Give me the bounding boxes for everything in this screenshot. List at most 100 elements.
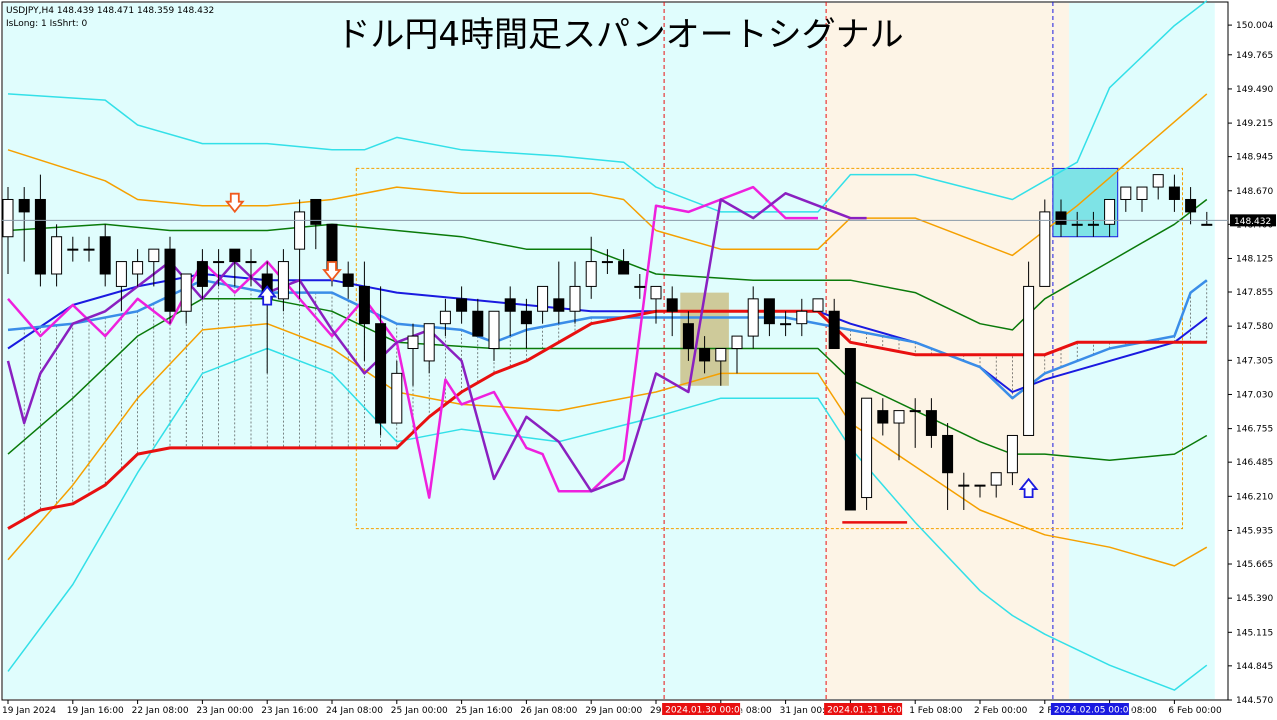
candle[interactable] [115,261,127,312]
time-tick-label: 24 Jan 08:00 [326,706,383,716]
candle[interactable] [358,261,370,361]
candle[interactable] [375,286,387,436]
candle[interactable] [51,224,63,287]
candle[interactable] [1087,211,1099,237]
candle[interactable] [83,236,95,262]
candle[interactable] [844,348,856,511]
candle[interactable] [34,174,46,287]
candle[interactable] [1104,198,1116,237]
series-osc_magenta [7,185,818,499]
candle[interactable] [245,249,257,287]
candle[interactable] [229,248,241,287]
candle-body [925,410,937,436]
candle[interactable] [148,248,160,287]
time-tick-label: 6 Feb 00:00 [1168,706,1222,716]
candle[interactable] [925,398,937,448]
candle[interactable] [763,298,775,337]
candle[interactable] [682,311,694,361]
candle[interactable] [731,335,743,374]
candle[interactable] [310,198,322,250]
candle[interactable] [1039,199,1051,287]
series-band_mid_lower [7,322,1208,567]
candle[interactable] [877,398,889,436]
candle[interactable] [196,249,208,299]
candle[interactable] [2,187,14,274]
candle[interactable] [18,187,30,262]
candle[interactable] [99,224,111,287]
candle[interactable] [812,298,824,312]
candle[interactable] [1023,261,1035,436]
candle[interactable] [1006,434,1018,486]
candle[interactable] [601,249,613,274]
candle-body [310,198,322,225]
candle[interactable] [180,273,192,324]
candle[interactable] [796,298,808,337]
candle-body [358,285,370,325]
candle[interactable] [909,398,921,448]
time-tick-label: 23 Jan 16:00 [261,706,318,716]
candle[interactable] [958,472,970,510]
candle[interactable] [488,310,500,361]
candle[interactable] [990,472,1002,498]
candle[interactable] [456,286,468,324]
candle[interactable] [277,249,289,312]
candle[interactable] [1071,211,1083,237]
candle[interactable] [893,410,905,461]
candle[interactable] [1136,186,1148,212]
candle[interactable] [634,273,646,299]
candle[interactable] [213,249,225,287]
candle[interactable] [423,323,435,374]
candle-body [634,285,646,288]
candle[interactable] [1201,211,1213,226]
candle[interactable] [861,397,873,510]
candle[interactable] [164,236,176,324]
time-tick-label: 5 Feb 08:00 [1104,706,1158,716]
candle[interactable] [1168,174,1180,212]
candle[interactable] [569,261,581,324]
candle[interactable] [666,286,678,337]
price-tick-label: 148.945 [1236,153,1273,163]
candlesticks[interactable] [2,174,1213,511]
candle[interactable] [342,261,354,299]
candle-body [1168,186,1180,200]
sell-arrow-icon [322,261,342,282]
candle[interactable] [1185,187,1197,225]
candle-body [229,248,241,263]
candle[interactable] [504,286,516,337]
candle[interactable] [553,261,565,324]
candle[interactable] [67,236,79,262]
candle-body [1136,186,1148,200]
price-tick-label: 149.490 [1236,85,1273,95]
candle[interactable] [407,323,419,386]
candle[interactable] [439,298,451,337]
candle[interactable] [520,298,532,349]
time-tick-label: 22 Jan 08:00 [132,706,189,716]
candle[interactable] [828,298,840,350]
time-axis: 19 Jan 2024 19 Jan 16:00 22 Jan 08:00 23 Ja… [2,699,1228,716]
candle[interactable] [1120,186,1132,212]
candle[interactable] [618,249,630,275]
candle[interactable] [1152,174,1164,200]
candle[interactable] [974,484,986,498]
period-tag-bg [824,703,903,715]
candle-body [812,298,824,312]
candle[interactable] [585,236,597,299]
candle-body [844,348,856,511]
candle[interactable] [294,199,306,299]
candle[interactable] [650,285,662,324]
candle[interactable] [1055,199,1067,237]
candle[interactable] [472,298,484,337]
candle[interactable] [537,285,549,324]
candle[interactable] [747,286,759,349]
price-tick-label: 145.115 [1236,628,1273,638]
candle-body [585,261,597,287]
candle[interactable] [699,336,711,374]
candle[interactable] [780,311,792,337]
candle[interactable] [132,249,144,287]
candle[interactable] [942,423,954,510]
candle-body [942,434,954,474]
candle[interactable] [391,360,403,424]
candle-body [1185,198,1197,213]
candle[interactable] [715,348,727,386]
